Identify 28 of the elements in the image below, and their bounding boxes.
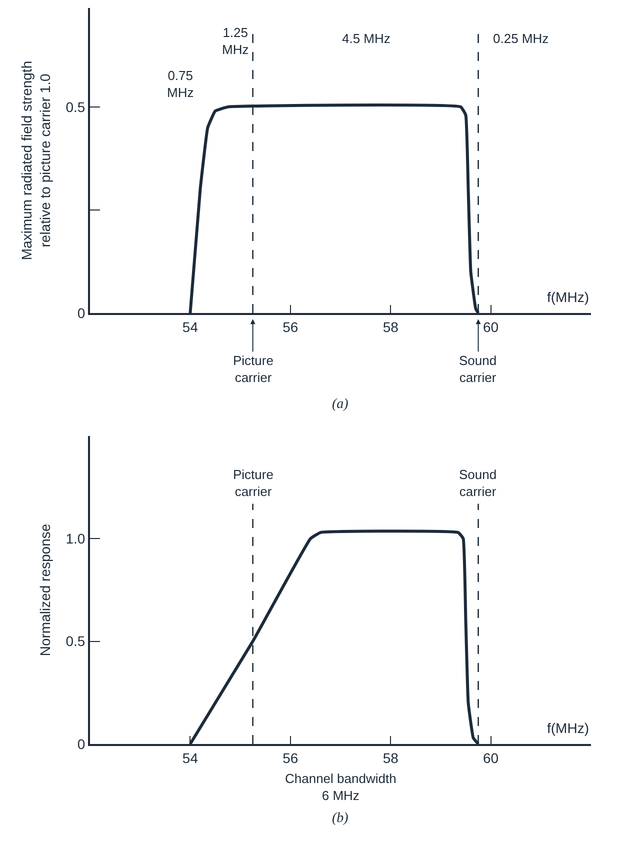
ref-line-label: Picture carrier [233,467,274,499]
x-tick-label: 54 [182,750,198,766]
y-axis-title: Normalized response [36,524,53,656]
ref-line-label: Sound carrier [459,353,497,385]
y-tick-label: 0.5 [66,98,86,115]
y-tick-label: 0 [77,736,86,752]
x-tick-label: 56 [282,750,298,766]
x-tick-label: 60 [483,318,499,335]
ref-line-label: Picture carrier [233,353,274,385]
text: (b) [332,811,349,826]
annotation: 0.75 MHz [167,68,194,100]
x-tick-label: 58 [382,750,399,766]
annotation: 0.25 MHz [493,31,549,46]
text: Channel bandwidth 6 MHz [285,771,396,803]
ref-line-label: Sound carrier [459,467,497,499]
y-tick-label: 1.0 [66,530,86,547]
x-axis-title: f(MHz) [547,720,589,736]
y-axis-title: Maximum radiated field strength relative to picture carrier 1.0 [18,60,53,260]
x-tick-label: 54 [182,318,198,335]
annotation: 4.5 MHz [342,31,390,46]
annotation: 1.25 MHz [222,25,249,57]
y-tick-label: 0 [77,304,86,321]
x-tick-label: 58 [382,318,399,335]
x-axis-title: f(MHz) [547,289,589,305]
y-tick-label: 0.5 [66,633,86,650]
text: (a) [332,397,349,412]
x-tick-label: 60 [483,750,499,766]
x-tick-label: 56 [282,318,298,335]
